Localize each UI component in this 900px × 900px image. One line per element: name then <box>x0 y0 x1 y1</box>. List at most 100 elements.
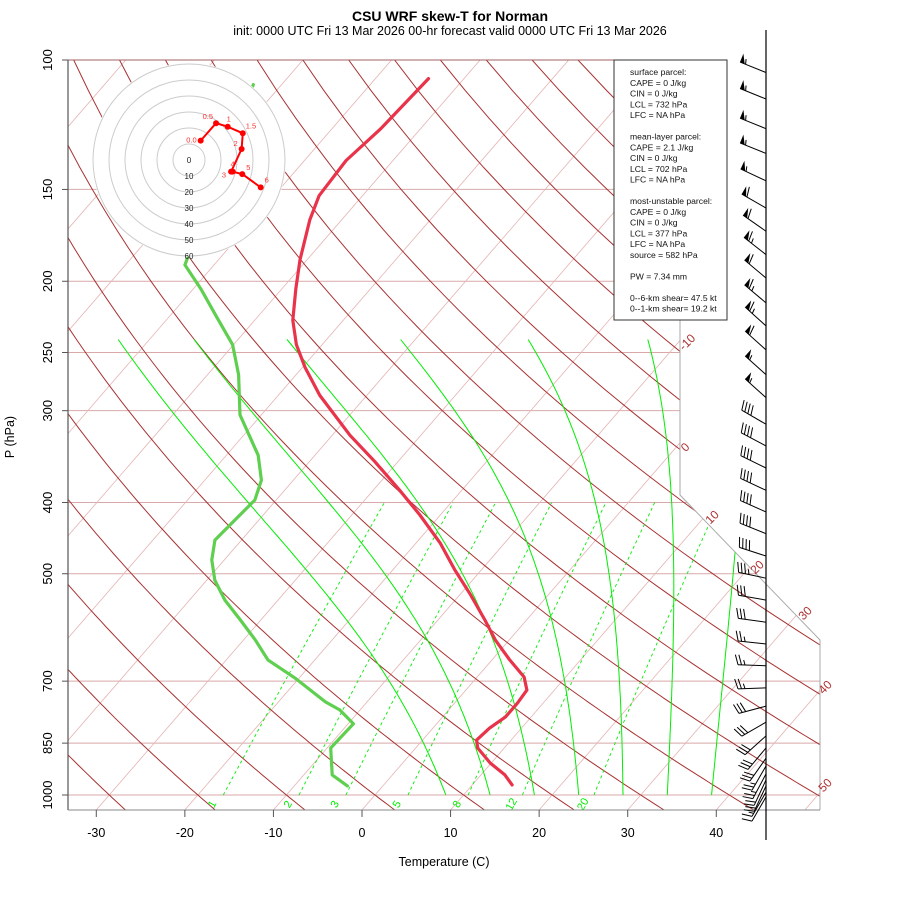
hodograph-ring <box>108 79 270 241</box>
wind-barb-half <box>750 238 754 244</box>
x-tick-label: 0 <box>359 826 366 840</box>
dry-adiabat-line <box>68 60 217 810</box>
wind-barb-staff <box>740 455 767 469</box>
wind-barb-pennant <box>744 253 751 264</box>
wind-barb-staff <box>743 237 767 256</box>
wind-barb-full <box>749 449 753 461</box>
wind-barb <box>736 584 767 601</box>
wind-barb-full <box>746 425 750 437</box>
y-tick-label: 850 <box>40 732 55 754</box>
wind-barb-pennant <box>740 80 745 91</box>
profiles <box>183 76 529 788</box>
isotherm-label: 10 <box>702 507 722 527</box>
wind-barb-half <box>742 683 746 689</box>
mixing-ratio-line <box>467 502 607 796</box>
wind-barb-full <box>738 746 749 753</box>
hodograph-background <box>92 63 286 257</box>
wind-barb-full <box>748 231 753 242</box>
wind-barb <box>736 735 767 756</box>
mixing-ratio-label: 1 <box>206 799 219 810</box>
wind-barb <box>739 80 767 100</box>
wind-barb <box>739 757 767 782</box>
isotherm-line <box>68 60 569 810</box>
isotherm-line <box>68 60 658 810</box>
hodograph-height-label: 1.5 <box>246 121 256 130</box>
wind-barb-staff <box>741 721 767 737</box>
dry-adiabat-line <box>760 60 820 810</box>
wind-barb-full <box>734 678 739 690</box>
wind-barb-full <box>739 512 742 524</box>
wind-barb-pennant <box>740 109 745 121</box>
wind-barb-half <box>749 355 753 361</box>
mixing-ratio-label: 3 <box>329 799 342 810</box>
y-tick-label: 700 <box>40 670 55 692</box>
wind-barb-full <box>749 301 755 312</box>
wind-barb <box>733 721 767 737</box>
wind-barb-full <box>742 514 745 525</box>
hodograph-ring-label: 30 <box>185 204 194 213</box>
wind-barb-full <box>743 586 746 597</box>
wind-barb <box>739 512 767 535</box>
x-tick-label: 10 <box>444 826 458 840</box>
wind-barb-full <box>733 704 740 714</box>
wind-barb-staff <box>751 791 767 817</box>
x-tick-label: -10 <box>264 826 282 840</box>
wind-barb <box>739 490 767 513</box>
info-box-line: LCL = 732 hPa <box>630 99 687 109</box>
moist-adiabat-line <box>286 339 535 796</box>
info-box-line: CAPE = 2.1 J/kg <box>630 142 694 152</box>
wind-barb-full <box>736 748 746 756</box>
wind-barb-full <box>740 562 743 574</box>
wind-barb-pennant <box>745 349 752 360</box>
wind-barb <box>742 773 767 800</box>
wind-barb <box>743 785 767 812</box>
wind-barb <box>741 765 767 791</box>
wind-barb-full <box>750 427 754 438</box>
wind-barb-staff <box>738 594 767 601</box>
wind-barb-staff <box>738 705 767 714</box>
wind-barb-staff <box>741 409 767 425</box>
mixing-ratio-line <box>345 502 496 796</box>
wind-barb-staff <box>741 432 767 447</box>
wind-barb <box>736 607 767 623</box>
hodograph: 0 10 20 30 40 50 60 0.0 0.5 1 1.5 2 34 5 6 <box>92 63 286 261</box>
moist-adiabat-line <box>527 339 624 795</box>
info-box-line: CAPE = 0 J/kg <box>630 207 686 217</box>
wind-barb <box>735 630 767 645</box>
isotherm-label: -10 <box>676 331 698 353</box>
wind-barb-pennant <box>745 300 752 311</box>
wind-barb-staff <box>751 796 767 822</box>
hodograph-point <box>229 168 236 175</box>
hodograph-point <box>197 137 204 144</box>
wind-barb-full <box>744 792 755 797</box>
wind-barb-full <box>749 494 752 505</box>
mixing-ratio-label: 2 <box>282 799 295 810</box>
hodograph-point <box>213 120 220 127</box>
wind-barb-full <box>741 399 745 411</box>
wind-barb-half <box>750 782 756 785</box>
mixing-ratio-line <box>298 502 454 796</box>
wind-barb-full <box>747 403 751 414</box>
wind-barb <box>744 372 767 399</box>
wind-barb-pennant <box>744 277 751 289</box>
wind-barb <box>741 399 767 425</box>
wind-barb-full <box>736 584 739 596</box>
wind-barb <box>744 277 767 304</box>
mixing-ratio-label: 8 <box>451 799 464 810</box>
hodograph-ring <box>124 95 254 225</box>
wind-barb-full <box>738 764 749 770</box>
wind-barb-full <box>743 491 746 503</box>
wind-barb-staff <box>747 747 767 770</box>
hodograph-point <box>238 145 245 152</box>
wind-barb-full <box>746 471 749 482</box>
chart-subtitle: init: 0000 UTC Fri 13 Mar 2026 00-hr for… <box>233 24 667 38</box>
wind-barb-pennant <box>740 134 745 145</box>
wind-barb <box>739 53 767 73</box>
temperature-profile-line <box>291 76 529 787</box>
wind-barb-half <box>748 811 754 814</box>
hodograph-ring-label: 0 <box>187 156 192 165</box>
wind-barb-full <box>749 472 753 483</box>
x-tick-label: -30 <box>87 826 105 840</box>
